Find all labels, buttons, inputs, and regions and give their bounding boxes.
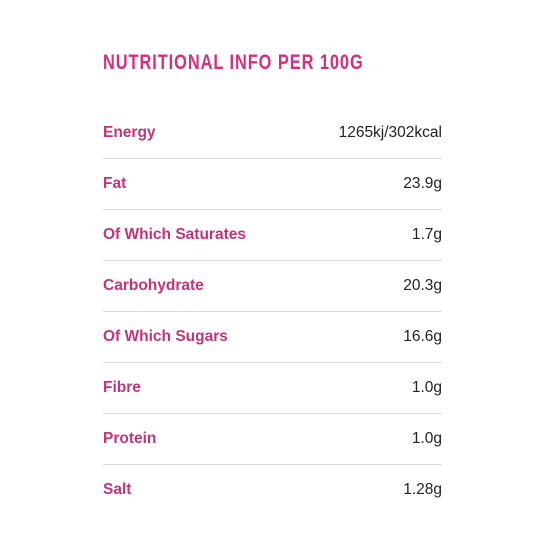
row-label: Protein <box>103 430 157 447</box>
row-label: Salt <box>103 481 132 498</box>
row-label: Fat <box>103 175 127 192</box>
row-value: 1.0g <box>411 379 442 396</box>
row-value: 1.7g <box>411 226 442 243</box>
row-value: 20.3g <box>403 277 442 294</box>
row-value: 16.6g <box>403 328 442 345</box>
row-label: Energy <box>103 124 156 141</box>
row-label: Of Which Sugars <box>103 328 228 345</box>
table-row-fibre: Fibre 1.0g <box>103 363 442 414</box>
row-label: Fibre <box>103 379 141 396</box>
nutrition-table: Energy 1265kj/302kcal Fat 23.9g Of Which… <box>103 108 442 515</box>
table-row-saturates: Of Which Saturates 1.7g <box>103 210 442 261</box>
table-row-sugars: Of Which Sugars 16.6g <box>103 312 442 363</box>
row-label: Of Which Saturates <box>103 226 246 243</box>
table-row-fat: Fat 23.9g <box>103 159 442 210</box>
row-value: 23.9g <box>403 175 442 192</box>
table-row-protein: Protein 1.0g <box>103 414 442 465</box>
table-row-salt: Salt 1.28g <box>103 465 442 515</box>
row-value: 1265kj/302kcal <box>338 124 442 141</box>
table-row-energy: Energy 1265kj/302kcal <box>103 108 442 159</box>
row-value: 1.0g <box>411 430 442 447</box>
row-label: Carbohydrate <box>103 277 204 294</box>
table-row-carbohydrate: Carbohydrate 20.3g <box>103 261 442 312</box>
nutrition-title: NUTRITIONAL INFO PER 100G <box>103 51 364 74</box>
row-value: 1.28g <box>403 481 442 498</box>
